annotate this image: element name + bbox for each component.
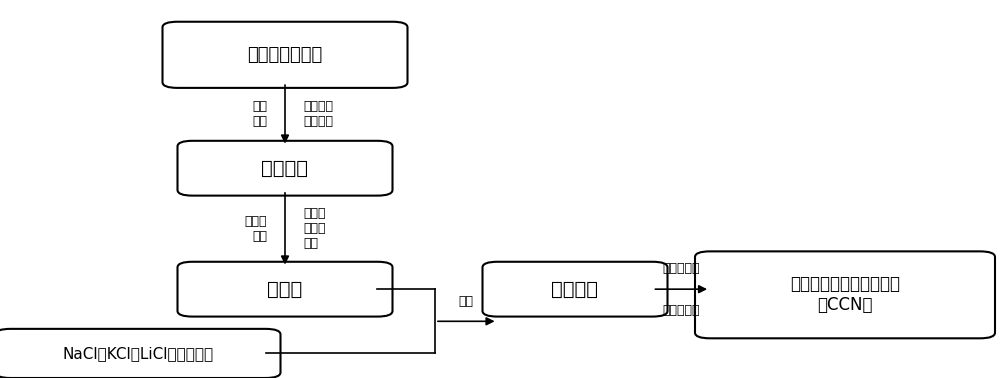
FancyBboxPatch shape: [695, 251, 995, 338]
Text: 管式炉
煅烧: 管式炉 煅烧: [244, 215, 267, 243]
Text: 块状样品: 块状样品: [262, 159, 308, 178]
FancyBboxPatch shape: [178, 262, 392, 317]
Text: 离心、干燥: 离心、干燥: [662, 304, 700, 316]
Text: 酸洗、
水洗、
干燥: 酸洗、 水洗、 干燥: [303, 207, 326, 250]
FancyBboxPatch shape: [162, 22, 408, 88]
Text: 收集产物: 收集产物: [552, 280, 598, 299]
Text: 碳材料: 碳材料: [267, 280, 303, 299]
Text: 干燥
切块: 干燥 切块: [252, 100, 267, 129]
Text: NaCl、KCl、LiCl、三聚氰胺: NaCl、KCl、LiCl、三聚氰胺: [62, 346, 214, 361]
FancyBboxPatch shape: [178, 141, 392, 196]
Text: 柚子皮白色部分: 柚子皮白色部分: [247, 46, 323, 64]
Text: 碱处理、
冷冻干燥: 碱处理、 冷冻干燥: [303, 100, 333, 129]
FancyBboxPatch shape: [0, 329, 280, 378]
Text: 煅烧: 煅烧: [459, 295, 474, 308]
FancyBboxPatch shape: [482, 262, 668, 317]
Text: 碳材料负载的石墨氮化碳
（CCN）: 碳材料负载的石墨氮化碳 （CCN）: [790, 276, 900, 314]
Text: 水洗、醇洗: 水洗、醇洗: [662, 262, 700, 275]
